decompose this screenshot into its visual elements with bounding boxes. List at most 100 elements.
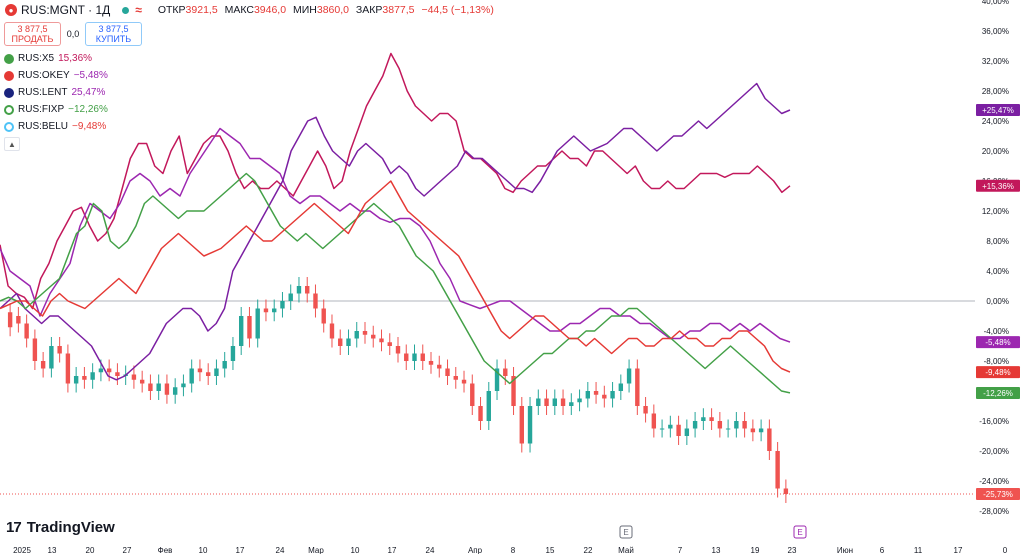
candle-body[interactable] bbox=[115, 372, 120, 376]
candle-body[interactable] bbox=[470, 383, 475, 407]
candle-body[interactable] bbox=[478, 406, 483, 421]
candle-body[interactable] bbox=[379, 338, 384, 343]
candle-body[interactable] bbox=[585, 391, 591, 399]
candle-body[interactable] bbox=[305, 286, 310, 294]
candle-body[interactable] bbox=[742, 421, 747, 429]
candle-body[interactable] bbox=[214, 368, 219, 377]
candle-body[interactable] bbox=[767, 428, 772, 452]
candle-body[interactable] bbox=[775, 451, 780, 489]
candle-body[interactable] bbox=[560, 398, 566, 407]
candle-body[interactable] bbox=[16, 316, 21, 324]
candle-body[interactable] bbox=[758, 428, 764, 433]
candle-body[interactable] bbox=[635, 368, 640, 407]
candle-body[interactable] bbox=[626, 368, 632, 384]
candle-body[interactable] bbox=[106, 368, 112, 373]
symbol-title[interactable]: RUS:MGNT · 1Д bbox=[21, 3, 111, 17]
candle-body[interactable] bbox=[148, 383, 153, 392]
candle-body[interactable] bbox=[750, 428, 756, 433]
candle-body[interactable] bbox=[610, 391, 615, 399]
candle-body[interactable] bbox=[222, 361, 227, 369]
candle-body[interactable] bbox=[412, 353, 417, 362]
earnings-marker[interactable] bbox=[793, 525, 807, 539]
candle-body[interactable] bbox=[577, 398, 582, 403]
candle-body[interactable] bbox=[40, 361, 46, 369]
candle-body[interactable] bbox=[527, 406, 533, 444]
series-line-rus-fixp[interactable] bbox=[0, 172, 791, 394]
candle-body[interactable] bbox=[139, 379, 145, 384]
candle-body[interactable] bbox=[362, 331, 368, 335]
series-line-rus-x5[interactable] bbox=[0, 52, 791, 310]
candle-body[interactable] bbox=[32, 338, 38, 362]
candle-body[interactable] bbox=[98, 368, 104, 373]
candle-body[interactable] bbox=[519, 406, 524, 444]
candle-body[interactable] bbox=[445, 368, 450, 377]
candle-body[interactable] bbox=[387, 342, 392, 346]
candle-body[interactable] bbox=[239, 316, 244, 346]
candle-body[interactable] bbox=[618, 383, 624, 392]
candle-body[interactable] bbox=[709, 417, 714, 421]
chevron-up-icon[interactable]: ▲ bbox=[4, 137, 20, 151]
candle-body[interactable] bbox=[725, 428, 731, 430]
candle-body[interactable] bbox=[503, 368, 508, 377]
candle-body[interactable] bbox=[486, 391, 491, 421]
candle-body[interactable] bbox=[354, 331, 359, 339]
candle-body[interactable] bbox=[494, 368, 500, 392]
candle-body[interactable] bbox=[272, 308, 277, 313]
series-line-rus-belu[interactable] bbox=[0, 180, 791, 373]
candle-body[interactable] bbox=[717, 421, 723, 429]
candle-body[interactable] bbox=[90, 372, 95, 380]
candle-body[interactable] bbox=[536, 398, 541, 407]
candle-body[interactable] bbox=[73, 376, 79, 384]
tradingview-logo[interactable]: 17 TradingView bbox=[6, 519, 115, 536]
earnings-marker[interactable] bbox=[619, 525, 633, 539]
candle-body[interactable] bbox=[181, 383, 186, 388]
candle-body[interactable] bbox=[321, 308, 326, 324]
series-line-rus-lent[interactable] bbox=[0, 82, 791, 381]
candle-body[interactable] bbox=[552, 398, 557, 407]
candle-body[interactable] bbox=[131, 374, 137, 380]
candle-body[interactable] bbox=[230, 346, 236, 361]
candle-body[interactable] bbox=[49, 346, 54, 369]
candle-body[interactable] bbox=[288, 293, 293, 302]
legend-item-fixp[interactable]: RUS:FIXP −12,26% bbox=[4, 101, 108, 118]
candle-body[interactable] bbox=[395, 346, 401, 354]
candle-body[interactable] bbox=[263, 308, 269, 313]
candle-body[interactable] bbox=[164, 383, 170, 395]
legend-item-x5[interactable]: RUS:X5 15,36% bbox=[4, 50, 108, 67]
candle-body[interactable] bbox=[189, 368, 194, 384]
candle-body[interactable] bbox=[420, 353, 425, 362]
candle-body[interactable] bbox=[346, 338, 351, 347]
candle-body[interactable] bbox=[593, 391, 599, 395]
candle-body[interactable] bbox=[24, 323, 29, 339]
candle-body[interactable] bbox=[255, 308, 260, 339]
candle-body[interactable] bbox=[544, 398, 549, 407]
candle-body[interactable] bbox=[65, 353, 71, 384]
candle-body[interactable] bbox=[511, 376, 516, 406]
candle-body[interactable] bbox=[569, 402, 574, 406]
candle-body[interactable] bbox=[684, 428, 690, 437]
candle-body[interactable] bbox=[461, 379, 467, 384]
candle-body[interactable] bbox=[692, 421, 698, 429]
candle-body[interactable] bbox=[428, 361, 434, 365]
candle-body[interactable] bbox=[371, 334, 376, 339]
candle-body[interactable] bbox=[783, 488, 789, 494]
candle-body[interactable] bbox=[313, 293, 318, 309]
candle-body[interactable] bbox=[668, 424, 673, 429]
legend-item-belu[interactable]: RUS:BELU −9,48% bbox=[4, 118, 108, 135]
candle-body[interactable] bbox=[57, 346, 62, 354]
candle-body[interactable] bbox=[296, 286, 302, 294]
candle-body[interactable] bbox=[734, 421, 739, 429]
candle-body[interactable] bbox=[643, 406, 648, 414]
candle-body[interactable] bbox=[676, 424, 681, 436]
series-line-rus-okey[interactable] bbox=[0, 127, 791, 343]
candle-body[interactable] bbox=[205, 372, 211, 376]
candle-body[interactable] bbox=[156, 383, 161, 392]
candle-body[interactable] bbox=[82, 376, 87, 380]
candle-body[interactable] bbox=[7, 312, 13, 328]
buy-button[interactable]: 3 877,5 КУПИТЬ bbox=[85, 22, 142, 46]
candle-body[interactable] bbox=[659, 428, 665, 430]
candle-body[interactable] bbox=[651, 413, 657, 429]
legend-item-okey[interactable]: RUS:OKEY −5,48% bbox=[4, 67, 108, 84]
candle-body[interactable] bbox=[453, 376, 458, 380]
